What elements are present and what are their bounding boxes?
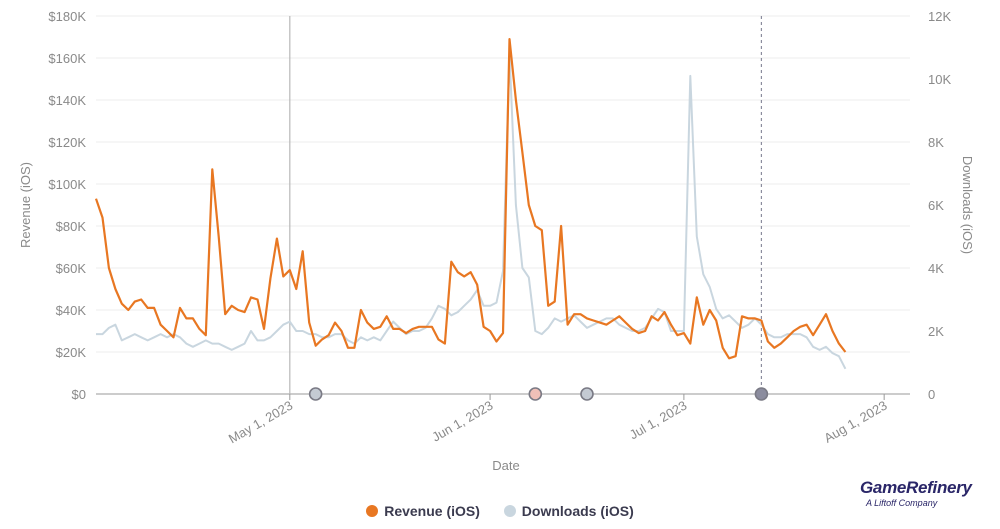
right-tick-label: 10K [928, 72, 951, 87]
left-tick-label: $20K [56, 345, 87, 360]
right-tick-label: 12K [928, 9, 951, 24]
grid-lines [96, 15, 910, 395]
left-tick-label: $80K [56, 219, 87, 234]
right-tick-label: 2K [928, 324, 944, 339]
legend-label-revenue: Revenue (iOS) [384, 503, 480, 519]
event-marker [754, 387, 769, 401]
legend-label-downloads: Downloads (iOS) [521, 503, 634, 519]
event-marker [528, 387, 543, 401]
right-tick-label: 6K [928, 198, 944, 213]
x-tick-label: May 1, 2023 [226, 398, 295, 447]
series-lines [94, 37, 847, 370]
left-tick-label: $40K [56, 303, 87, 318]
right-y-axis: 0 2K 4K 6K 8K 10K 12K [928, 9, 951, 402]
right-axis-title: Downloads (iOS) [960, 156, 975, 254]
left-tick-label: $140K [48, 93, 86, 108]
right-tick-label: 0 [928, 387, 935, 402]
left-tick-label: $120K [48, 135, 86, 150]
x-tick-label: Jul 1, 2023 [627, 398, 690, 443]
downloads-swatch-icon [503, 505, 516, 517]
left-axis-title: Revenue (iOS) [18, 162, 33, 248]
brand-subtitle: A Liftoff Company [866, 498, 938, 508]
right-tick-label: 8K [928, 135, 944, 150]
left-tick-label: $60K [56, 261, 87, 276]
event-marker [580, 387, 594, 401]
brand-name: GameRefinery [860, 478, 972, 497]
left-tick-label: $180K [48, 9, 86, 24]
reference-lines [289, 16, 763, 394]
legend-item-revenue[interactable]: Revenue (iOS) [366, 503, 480, 519]
x-axis-title: Date [492, 458, 519, 473]
right-tick-label: 4K [928, 261, 944, 276]
x-tick-label: Jun 1, 2023 [429, 398, 495, 445]
event-markers [308, 387, 769, 401]
x-axis: May 1, 2023 Jun 1, 2023 Jul 1, 2023 Aug 1, … [226, 394, 890, 446]
legend: Revenue (iOS) Downloads (iOS) [0, 503, 1000, 520]
brand-logo: GameRefinery A Liftoff Company [860, 478, 980, 508]
revenue-swatch-icon [366, 505, 379, 517]
left-y-axis: $0 $20K $40K $60K $80K $100K $120K $140K $160K $1… [48, 9, 86, 402]
legend-item-downloads[interactable]: Downloads (iOS) [503, 503, 634, 519]
event-marker [308, 387, 323, 401]
left-tick-label: $100K [48, 177, 86, 192]
x-tick-label: Aug 1, 2023 [821, 398, 889, 446]
downloads-series-line [96, 52, 847, 370]
revenue-series-line [94, 37, 847, 360]
left-tick-label: $0 [72, 387, 86, 402]
left-tick-label: $160K [48, 51, 86, 66]
